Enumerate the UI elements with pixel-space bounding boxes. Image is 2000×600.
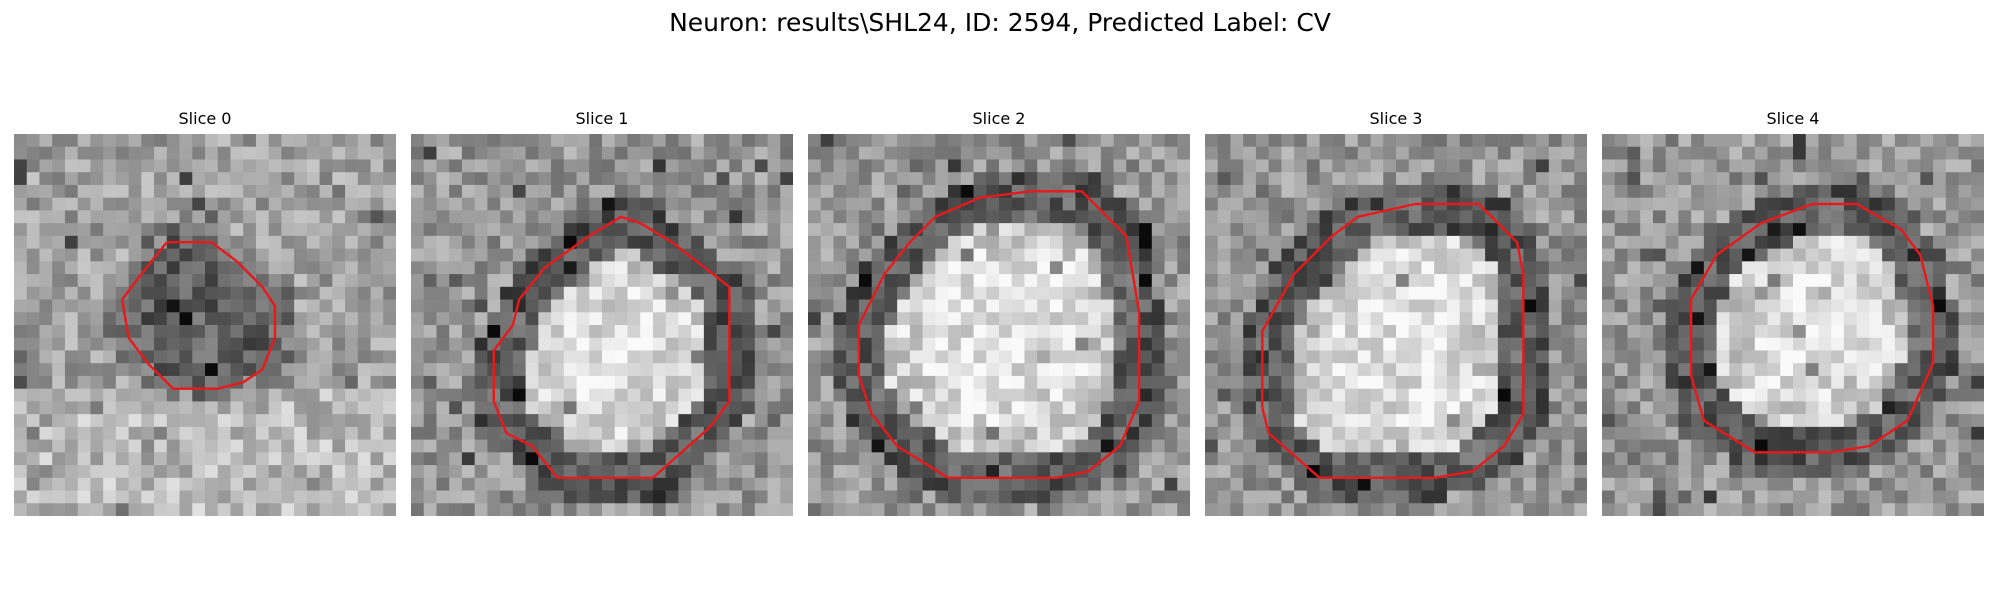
- slice-svg-2: [808, 134, 1190, 516]
- slice-panel-2: Slice 2: [808, 108, 1190, 130]
- slice-image-2: [808, 134, 1190, 516]
- pixel-mosaic-2: [808, 134, 1190, 516]
- pixel-mosaic-3: [1205, 134, 1587, 516]
- slice-panel-4: Slice 4: [1602, 108, 1984, 130]
- slice-title-1: Slice 1: [411, 108, 793, 130]
- slice-panel-0: Slice 0: [14, 108, 396, 130]
- slice-image-0: [14, 134, 396, 516]
- pixel-mosaic-1: [411, 134, 793, 516]
- slice-image-3: [1205, 134, 1587, 516]
- slice-panel-3: Slice 3: [1205, 108, 1587, 130]
- slice-image-1: [411, 134, 793, 516]
- slice-svg-1: [411, 134, 793, 516]
- slice-title-0: Slice 0: [14, 108, 396, 130]
- slice-svg-4: [1602, 134, 1984, 516]
- slice-title-4: Slice 4: [1602, 108, 1984, 130]
- slice-svg-0: [14, 134, 396, 516]
- slice-svg-3: [1205, 134, 1587, 516]
- slice-image-4: [1602, 134, 1984, 516]
- figure-title: Neuron: results\SHL24, ID: 2594, Predict…: [0, 6, 2000, 40]
- slice-panel-1: Slice 1: [411, 108, 793, 130]
- pixel-mosaic-4: [1602, 134, 1984, 516]
- slice-title-3: Slice 3: [1205, 108, 1587, 130]
- slice-title-2: Slice 2: [808, 108, 1190, 130]
- pixel-mosaic-0: [14, 134, 396, 516]
